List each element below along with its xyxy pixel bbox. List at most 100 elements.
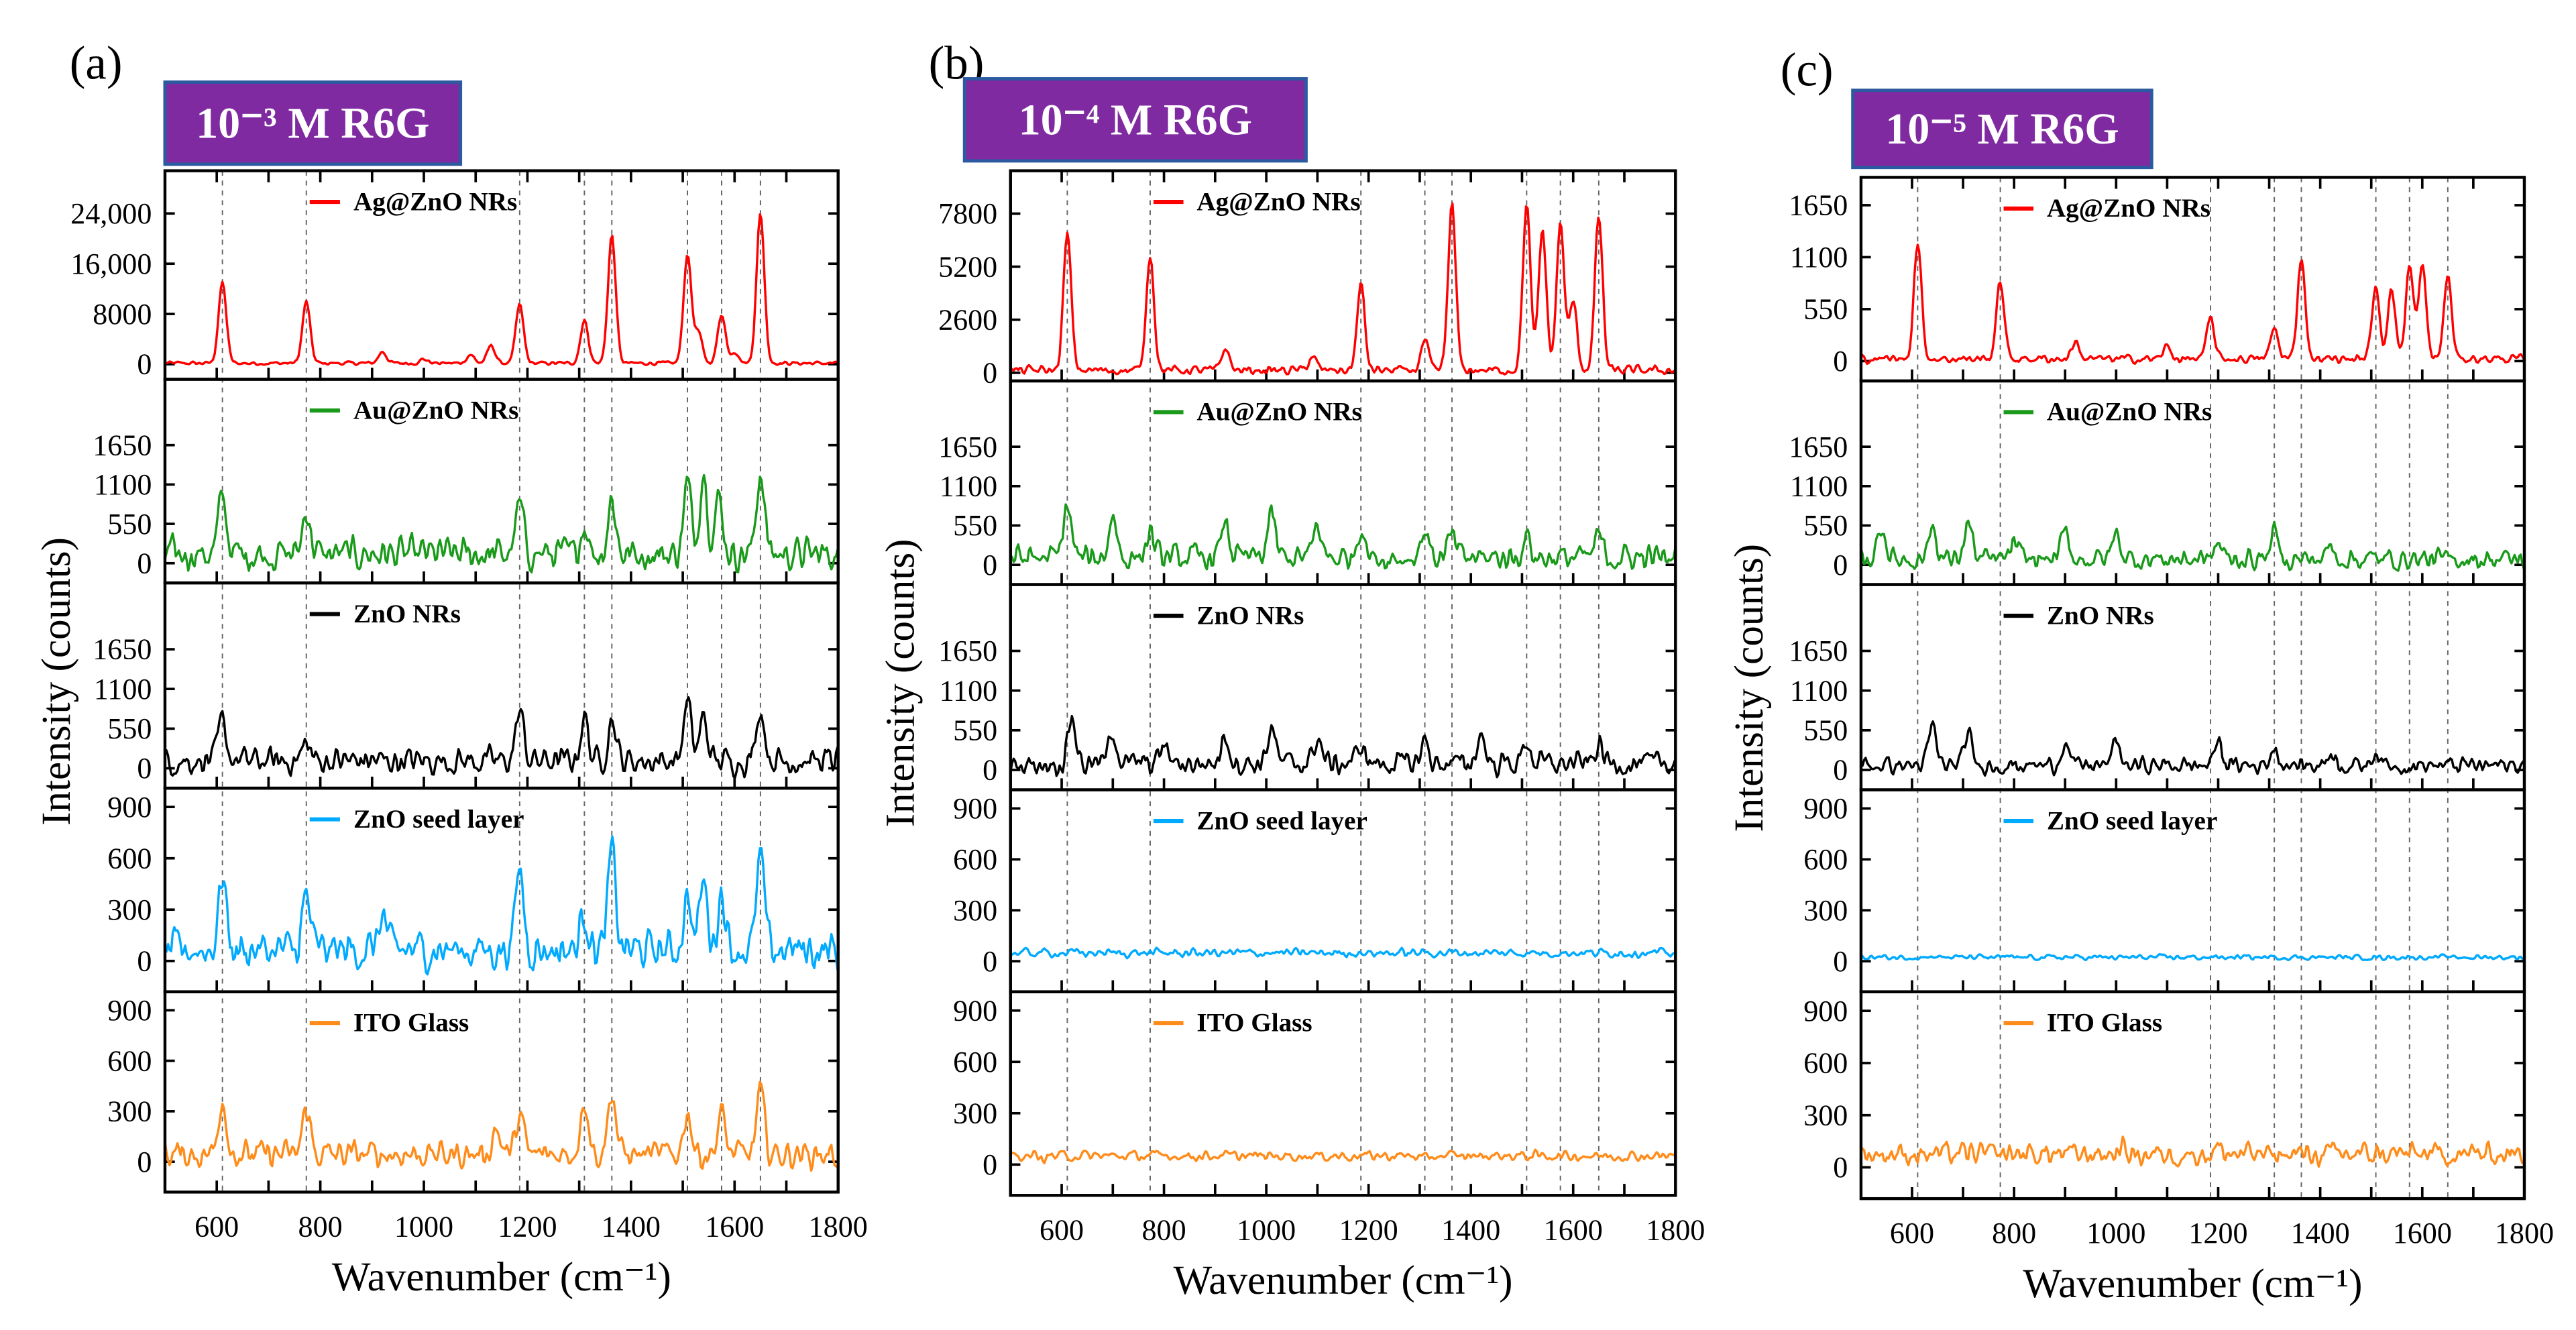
y-tick-label: 8000 bbox=[93, 298, 152, 331]
x-tick-label: 1200 bbox=[498, 1210, 557, 1243]
y-tick-label: 1100 bbox=[94, 468, 152, 501]
y-tick-label: 7800 bbox=[938, 197, 997, 230]
y-tick-label: 900 bbox=[107, 791, 152, 824]
y-tick-label: 0 bbox=[1833, 754, 1848, 787]
y-tick-label: 0 bbox=[1833, 1151, 1848, 1184]
subplot-frame bbox=[163, 990, 840, 1194]
subplot-ag-zno-nrs: 0 550 1100 1650 Ag@ZnO NRs bbox=[1789, 176, 2526, 383]
legend-label: Ag@ZnO NRs bbox=[2047, 194, 2210, 223]
subplot-frame bbox=[1859, 583, 2526, 791]
y-tick-label: 900 bbox=[953, 792, 997, 825]
y-tick-label: 300 bbox=[107, 1095, 152, 1128]
y-tick-label: 24,000 bbox=[70, 197, 152, 230]
x-tick-label: 1600 bbox=[1544, 1213, 1603, 1246]
y-tick-label: 550 bbox=[107, 508, 152, 541]
panel-label: (c) bbox=[1781, 44, 1834, 96]
legend-label: ITO Glass bbox=[2047, 1008, 2162, 1037]
y-tick-label: 1650 bbox=[93, 633, 152, 666]
title-box bbox=[163, 80, 463, 166]
y-tick-label: 300 bbox=[1803, 1099, 1848, 1131]
y-tick-label: 900 bbox=[1803, 995, 1848, 1028]
subplot-ito-glass: 0 300 600 900 ITO Glass bbox=[1803, 990, 2526, 1201]
x-tick-label: 1400 bbox=[1441, 1213, 1500, 1246]
x-tick-label: 1000 bbox=[394, 1210, 453, 1243]
x-tick-label: 1600 bbox=[2393, 1217, 2452, 1250]
spectrum-line bbox=[164, 474, 839, 573]
y-tick-label: 0 bbox=[1833, 945, 1848, 978]
y-tick-label: 0 bbox=[137, 547, 152, 579]
y-axis-label: Intensity (counts) bbox=[877, 539, 923, 827]
title-box bbox=[1851, 89, 2153, 170]
x-tick-label: 1200 bbox=[1339, 1213, 1398, 1246]
y-tick-label: 600 bbox=[1803, 843, 1848, 876]
legend-label: Ag@ZnO NRs bbox=[353, 187, 517, 216]
y-tick-label: 0 bbox=[137, 752, 152, 785]
y-tick-label: 300 bbox=[107, 893, 152, 926]
legend-label: ZnO seed layer bbox=[1196, 806, 1367, 835]
y-tick-label: 550 bbox=[953, 714, 997, 747]
x-tick-label: 1000 bbox=[1237, 1213, 1296, 1246]
y-tick-label: 550 bbox=[1803, 293, 1848, 326]
x-tick-label: 600 bbox=[194, 1210, 239, 1243]
subplot-frame bbox=[1009, 990, 1677, 1197]
y-tick-label: 0 bbox=[137, 1146, 152, 1178]
legend-label: ITO Glass bbox=[1196, 1008, 1312, 1037]
y-tick-label: 1650 bbox=[93, 429, 152, 461]
x-tick-label: 1600 bbox=[705, 1210, 764, 1243]
y-tick-label: 0 bbox=[1833, 345, 1848, 378]
y-tick-label: 300 bbox=[953, 894, 997, 927]
subplot-zno-nrs: 0 550 1100 1650 ZnO NRs bbox=[938, 583, 1677, 791]
y-tick-label: 1100 bbox=[940, 470, 997, 503]
y-tick-label: 0 bbox=[137, 944, 152, 977]
y-tick-label: 550 bbox=[1803, 509, 1848, 542]
legend-label: Au@ZnO NRs bbox=[1196, 398, 1361, 427]
legend-label: ZnO seed layer bbox=[353, 805, 524, 834]
subplot-ag-zno-nrs: 0 2600 5200 7800 Ag@ZnO NRs bbox=[938, 169, 1677, 389]
x-tick-label: 1200 bbox=[2188, 1217, 2247, 1250]
y-tick-label: 1650 bbox=[938, 431, 997, 463]
y-tick-label: 0 bbox=[983, 945, 997, 978]
chart-title: 10⁻⁵ M R6G bbox=[1885, 105, 2119, 154]
title-box bbox=[962, 77, 1308, 163]
x-tick-label: 1800 bbox=[1646, 1213, 1705, 1246]
spectrum-line bbox=[164, 835, 839, 976]
y-tick-label: 1100 bbox=[1790, 674, 1848, 707]
x-tick-label: 1400 bbox=[602, 1210, 661, 1243]
y-tick-label: 1100 bbox=[1790, 241, 1848, 274]
y-tick-label: 1100 bbox=[94, 673, 152, 706]
subplot-zno-seed-layer: 0 300 600 900 ZnO seed layer bbox=[1803, 788, 2526, 993]
y-tick-label: 0 bbox=[983, 356, 997, 389]
y-tick-label: 2600 bbox=[938, 303, 997, 336]
subplot-au-zno-nrs: 0 550 1100 1650 Au@ZnO NRs bbox=[93, 378, 840, 585]
spectrum-line bbox=[1860, 243, 2525, 365]
y-tick-label: 300 bbox=[1803, 894, 1848, 927]
y-tick-label: 5200 bbox=[938, 250, 997, 283]
y-tick-label: 550 bbox=[1803, 714, 1848, 747]
y-tick-label: 550 bbox=[107, 712, 152, 745]
y-tick-label: 600 bbox=[953, 1046, 997, 1078]
x-tick-label: 1800 bbox=[809, 1210, 868, 1243]
legend-label: ZnO NRs bbox=[1196, 601, 1304, 630]
spectrum-line bbox=[164, 696, 839, 779]
y-tick-label: 1650 bbox=[1789, 431, 1848, 463]
subplot-zno-nrs: 0 550 1100 1650 ZnO NRs bbox=[1789, 583, 2526, 791]
spectrum-line bbox=[1010, 503, 1677, 571]
spectrum-line bbox=[1860, 952, 2524, 962]
subplot-frame bbox=[1859, 990, 2526, 1201]
x-tick-label: 800 bbox=[1992, 1217, 2036, 1250]
legend-label: ITO Glass bbox=[353, 1008, 469, 1037]
x-tick-label: 600 bbox=[1040, 1213, 1084, 1246]
y-tick-label: 600 bbox=[1803, 1047, 1848, 1080]
spectrum-line bbox=[1009, 714, 1677, 779]
panel-a: (a) 10⁻³ M R6G Intensity (counts) Wavenumbe… bbox=[34, 38, 868, 1300]
y-tick-label: 550 bbox=[953, 509, 997, 542]
legend-label: Au@ZnO NRs bbox=[2047, 398, 2212, 427]
y-tick-label: 600 bbox=[953, 843, 997, 876]
x-axis-label: Wavenumber (cm⁻¹) bbox=[2023, 1261, 2362, 1307]
x-axis-label: Wavenumber (cm⁻¹) bbox=[1173, 1258, 1512, 1303]
subplot-ito-glass: 0 300 600 900 ITO Glass bbox=[953, 990, 1677, 1197]
chart-title: 10⁻³ M R6G bbox=[196, 99, 429, 148]
y-tick-label: 600 bbox=[107, 1044, 152, 1077]
